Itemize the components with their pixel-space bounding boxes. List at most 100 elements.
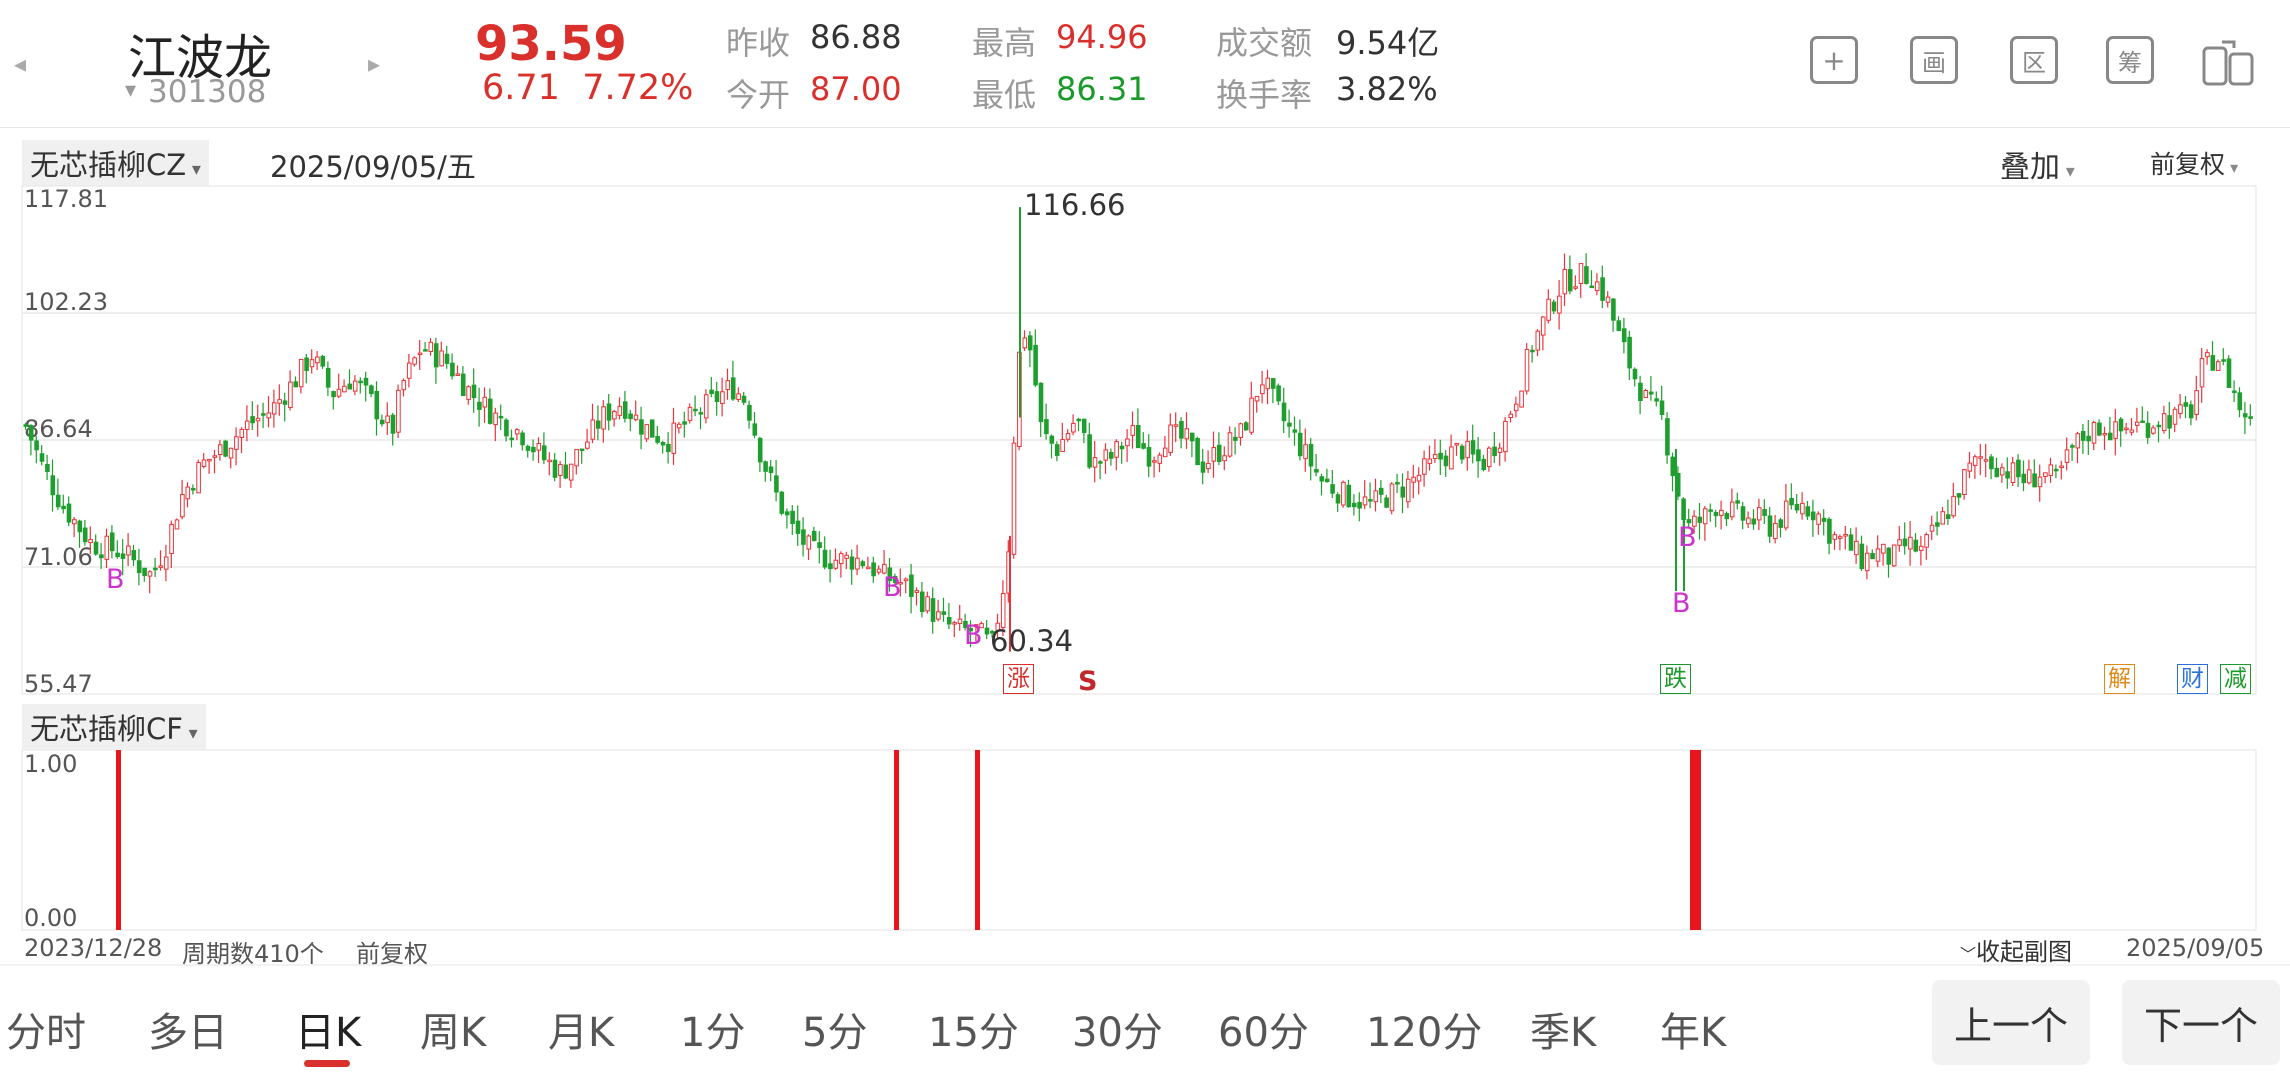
candle-body [77,520,83,533]
candle-body [1584,266,1589,284]
chart-date: 2025/09/05/五 [270,150,476,184]
candle-body [277,399,282,404]
candle-body [541,445,547,461]
candle-body [1179,421,1184,439]
candle-body [1686,519,1692,524]
candle-body [390,414,396,434]
candle-body [1827,518,1832,544]
candle-body [374,390,380,420]
candle-body [855,557,860,570]
range-icon[interactable]: 区 [2010,36,2058,84]
candle-body [1800,502,1805,515]
candle-body [1033,344,1038,386]
financial-tag[interactable]: 财 [2177,664,2208,694]
main-indicator-select[interactable]: 无芯插柳CZ ▾ [22,140,209,186]
stock-code: 301308 [148,74,267,110]
tab-3[interactable]: 周K [420,1010,487,1056]
candle-body [590,419,596,440]
candle-body [1173,424,1179,427]
tab-1[interactable]: 多日 [148,1010,228,1056]
next-stock-arrow[interactable]: ▸ [368,50,381,78]
tab-6[interactable]: 5分 [802,1010,868,1056]
tab-11[interactable]: 季K [1530,1010,1597,1056]
candle-body [1405,478,1411,503]
candle-body [1864,552,1870,572]
tab-7[interactable]: 15分 [928,1010,1019,1056]
candle-body [2237,392,2243,411]
tab-9[interactable]: 60分 [1218,1010,1309,1056]
sub-indicator-select[interactable]: 无芯插柳CF ▾ [22,704,206,750]
candle-body [466,386,471,400]
prev-stock-arrow[interactable]: ◂ [14,50,27,78]
candle-body [2124,427,2129,431]
candle-body [1497,447,1503,453]
candle-body [1076,418,1082,422]
high-value: 94.96 [1056,18,1148,56]
candle-body [1778,519,1784,528]
candle-body [1157,454,1163,464]
candle-body [1902,538,1908,547]
candle-body [207,458,212,462]
reduce-holding-tag[interactable]: 减 [2220,664,2251,694]
candle-body [136,560,142,574]
candle-body [682,421,687,425]
candle-body [914,590,920,593]
candle-body [1513,403,1519,412]
candle-body [2097,422,2102,436]
limit-down-tag[interactable]: 跌 [1660,664,1691,694]
tab-10[interactable]: 120分 [1366,1010,1483,1056]
candle-body [1297,432,1303,457]
candle-body [2026,469,2032,484]
candle-body [1130,425,1136,436]
candle-body [1789,497,1794,506]
candle-body [2129,429,2135,433]
collapse-sub-chart-button[interactable]: ﹀收起副图 [1960,938,2073,966]
tab-0[interactable]: 分时 [6,1010,86,1056]
add-icon[interactable]: + [1810,36,1858,84]
limit-up-tag[interactable]: 涨 [1003,664,1034,694]
candle-body [293,381,299,388]
candle-body [1783,500,1789,529]
candle-body [1794,503,1800,511]
candle-body [790,510,795,525]
adjust-select[interactable]: 前复权 ▾ [2150,150,2239,179]
candle-body [2118,418,2124,432]
draw-icon[interactable]: 画 [1910,36,1958,84]
prev-button[interactable]: 上一个 [1932,980,2090,1065]
candle-body [2161,413,2167,432]
candle-body [1303,444,1308,460]
candle-body [649,419,655,438]
switch-screen-icon[interactable] [2200,34,2256,90]
candle-body [1632,368,1638,380]
stock-code-dropdown[interactable]: ▾ [125,78,136,103]
candle-body [1027,335,1033,351]
candle-body [1837,536,1843,539]
candle-body [2021,473,2027,484]
candle-body [536,443,542,451]
candle-body [1400,486,1406,498]
max-price-label: 116.66 [1024,188,1126,222]
candle-body [115,552,120,558]
tab-12[interactable]: 年K [1660,1010,1727,1056]
candle-body [61,505,66,510]
candle-body [147,571,153,577]
candle-body [309,359,315,368]
candle-body [217,444,223,455]
signal-bar [975,750,980,930]
tab-4[interactable]: 月K [548,1010,615,1056]
candle-body [271,402,277,415]
tab-5[interactable]: 1分 [680,1010,746,1056]
tab-2[interactable]: 日K [295,1010,362,1056]
next-button[interactable]: 下一个 [2122,980,2280,1065]
candle-body [223,440,228,457]
chip-icon[interactable]: 筹 [2106,36,2154,84]
candle-body [995,622,1001,632]
candle-body [892,576,898,583]
tab-8[interactable]: 30分 [1072,1010,1163,1056]
candle-body [288,381,293,409]
candle-body [714,391,720,403]
unlock-tag[interactable]: 解 [2104,664,2135,694]
overlay-select[interactable]: 叠加 ▾ [2000,150,2075,185]
candle-body [1562,268,1568,295]
